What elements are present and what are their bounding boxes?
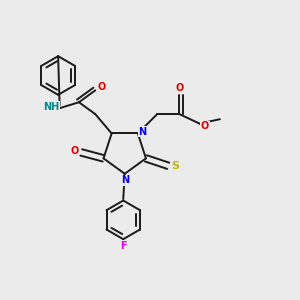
Text: O: O [175, 83, 184, 93]
Text: N: N [138, 127, 146, 137]
Text: O: O [98, 82, 106, 92]
Text: N: N [121, 175, 129, 185]
Text: O: O [201, 121, 209, 131]
Text: O: O [70, 146, 79, 156]
Text: S: S [172, 161, 180, 171]
Text: F: F [120, 241, 127, 251]
Text: NH: NH [43, 102, 59, 112]
